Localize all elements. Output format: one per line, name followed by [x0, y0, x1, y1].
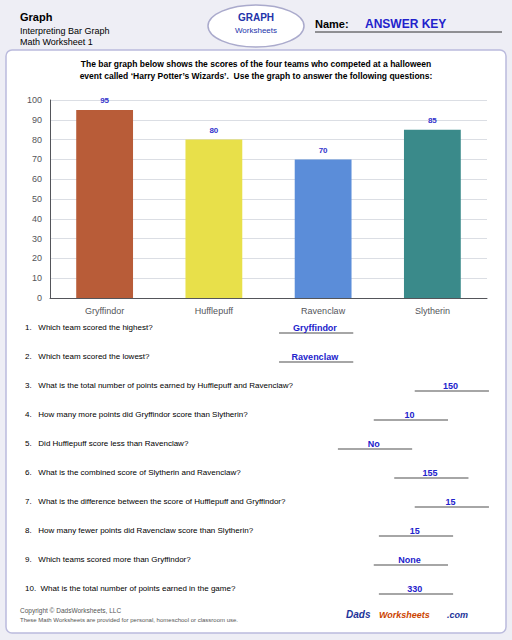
- svg-text:Dads: Dads: [346, 609, 371, 620]
- svg-text:10. What is the total number: 10. What is the total number of points e…: [25, 584, 236, 593]
- svg-text:Gryffindor: Gryffindor: [293, 323, 337, 333]
- svg-text:3. What is the total number: 3. What is the total number of points ea…: [25, 381, 293, 390]
- svg-text:Interpreting Bar Graph: Interpreting Bar Graph: [20, 26, 110, 36]
- svg-text:9. Which teams scored more t: 9. Which teams scored more than Gryffind…: [25, 555, 191, 564]
- svg-text:20: 20: [32, 253, 42, 263]
- svg-text:95: 95: [100, 96, 109, 105]
- svg-text:Ravenclaw: Ravenclaw: [292, 352, 340, 362]
- svg-text:Slytherin: Slytherin: [415, 306, 450, 316]
- svg-text:85: 85: [428, 116, 437, 125]
- svg-text:80: 80: [32, 135, 42, 145]
- svg-text:15: 15: [410, 526, 420, 536]
- svg-text:10: 10: [32, 273, 42, 283]
- svg-text:These Math Worksheets are prov: These Math Worksheets are provided for p…: [20, 617, 238, 623]
- svg-text:15: 15: [446, 497, 456, 507]
- svg-text:0: 0: [37, 293, 42, 303]
- svg-text:40: 40: [32, 214, 42, 224]
- svg-text:No: No: [368, 439, 380, 449]
- svg-text:8. How many fewer points did: 8. How many fewer points did Ravenclaw s…: [25, 526, 254, 535]
- svg-text:None: None: [398, 555, 421, 565]
- svg-text:4. How many more points did: 4. How many more points did Gryffindor s…: [25, 410, 248, 419]
- svg-text:30: 30: [32, 234, 42, 244]
- svg-text:2. Which team scored the low: 2. Which team scored the lowest?: [25, 352, 150, 361]
- svg-text:6. What is the combined scor: 6. What is the combined score of Slyther…: [25, 468, 241, 477]
- svg-text:ANSWER KEY: ANSWER KEY: [365, 17, 446, 31]
- svg-text:60: 60: [32, 174, 42, 184]
- svg-text:Name:: Name:: [315, 18, 349, 30]
- svg-text:Copyright © DadsWorksheets, LL: Copyright © DadsWorksheets, LLC: [20, 607, 121, 615]
- svg-text:.com: .com: [447, 610, 468, 620]
- svg-text:5. Did Hufflepuff score less: 5. Did Hufflepuff score less than Ravenc…: [25, 439, 189, 448]
- svg-text:330: 330: [407, 584, 422, 594]
- svg-text:70: 70: [319, 146, 328, 155]
- svg-text:50: 50: [32, 194, 42, 204]
- svg-text:100: 100: [27, 95, 42, 105]
- svg-text:Worksheets: Worksheets: [235, 26, 277, 35]
- svg-text:70: 70: [32, 154, 42, 164]
- svg-text:Worksheets: Worksheets: [379, 610, 430, 620]
- svg-text:90: 90: [32, 115, 42, 125]
- svg-text:GRAPH: GRAPH: [238, 12, 274, 23]
- svg-text:Hufflepuff: Hufflepuff: [195, 306, 234, 316]
- svg-text:Gryffindor: Gryffindor: [85, 306, 124, 316]
- svg-text:event called ‘Harry Potter’s W: event called ‘Harry Potter’s Wizards’. U…: [80, 71, 433, 81]
- svg-text:The bar graph below shows the: The bar graph below shows the scores of …: [81, 59, 431, 69]
- svg-text:1. Which team scored the hig: 1. Which team scored the highest?: [25, 323, 153, 332]
- svg-text:Graph: Graph: [20, 11, 53, 23]
- svg-text:80: 80: [209, 126, 218, 135]
- svg-text:Math Worksheet 1: Math Worksheet 1: [20, 37, 93, 47]
- svg-text:10: 10: [405, 410, 415, 420]
- svg-text:155: 155: [423, 468, 438, 478]
- svg-text:150: 150: [443, 381, 458, 391]
- svg-text:7. What is the difference be: 7. What is the difference between the sc…: [25, 497, 286, 506]
- svg-text:Ravenclaw: Ravenclaw: [301, 306, 346, 316]
